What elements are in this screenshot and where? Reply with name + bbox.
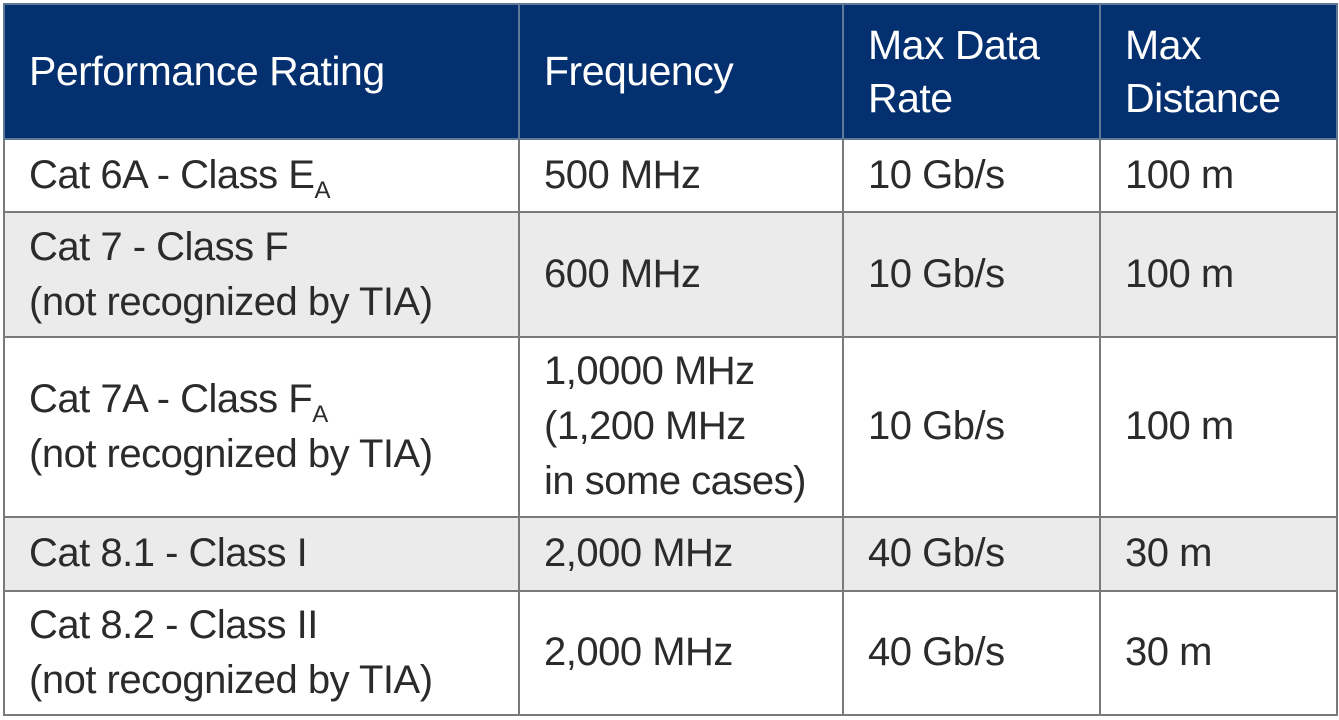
rating-text: Cat 7 - Class F [29, 224, 289, 269]
header-max-data-rate-line2: Rate [868, 74, 953, 121]
rate-text: 40 Gb/s [868, 531, 1005, 576]
cell-frequency: 2,000 MHz [518, 516, 844, 592]
frequency-text: 600 MHz [544, 252, 701, 297]
frequency-note-line1: (1,200 MHz [544, 404, 746, 449]
frequency-note-line2: in some cases) [544, 459, 806, 504]
rate-text: 10 Gb/s [868, 153, 1005, 198]
rating-text: Cat 8.2 - Class II [29, 602, 318, 647]
rating-note: (not recognized by TIA) [29, 431, 433, 476]
cell-max-distance: 30 m [1099, 516, 1338, 592]
cell-rating: Cat 6A - Class EA [3, 137, 520, 214]
header-row: Performance Rating Frequency Max Data Ra… [3, 3, 1338, 140]
cell-max-data-rate: 10 Gb/s [842, 335, 1101, 519]
table-body: Cat 6A - Class EA 500 MHz 10 Gb/s 100 m … [3, 137, 1338, 717]
distance-text: 30 m [1125, 630, 1212, 675]
header-max-distance-line2: Distance [1125, 74, 1281, 121]
cell-rating: Cat 8.1 - Class I [3, 516, 520, 592]
header-performance-rating: Performance Rating [3, 3, 520, 140]
cell-max-data-rate: 40 Gb/s [842, 589, 1101, 717]
header-performance-rating-label: Performance Rating [29, 48, 385, 94]
rate-text: 10 Gb/s [868, 404, 1005, 449]
rating-text: Cat 8.1 - Class I [29, 531, 308, 576]
rate-text: 10 Gb/s [868, 252, 1005, 297]
header-max-distance: Max Distance [1099, 3, 1338, 140]
rating-text: Cat 6A - Class E [29, 153, 315, 198]
table-row: Cat 8.2 - Class II (not recognized by TI… [3, 589, 1338, 717]
cell-rating: Cat 8.2 - Class II (not recognized by TI… [3, 589, 520, 717]
distance-text: 100 m [1125, 252, 1234, 297]
cable-category-table: Performance Rating Frequency Max Data Ra… [3, 3, 1338, 717]
table-row: Cat 6A - Class EA 500 MHz 10 Gb/s 100 m [3, 137, 1338, 214]
frequency-text: 2,000 MHz [544, 531, 733, 576]
frequency-text: 2,000 MHz [544, 630, 733, 675]
table-row: Cat 7 - Class F (not recognized by TIA) … [3, 211, 1338, 338]
cell-max-distance: 100 m [1099, 137, 1338, 214]
header-max-data-rate: Max Data Rate [842, 3, 1101, 140]
frequency-text: 1,0000 MHz [544, 349, 755, 394]
cell-max-data-rate: 40 Gb/s [842, 516, 1101, 592]
frequency-text: 500 MHz [544, 153, 701, 198]
distance-text: 100 m [1125, 404, 1234, 449]
rating-note: (not recognized by TIA) [29, 657, 433, 702]
cell-frequency: 600 MHz [518, 211, 844, 338]
table-row: Cat 8.1 - Class I 2,000 MHz 40 Gb/s 30 m [3, 516, 1338, 592]
header-max-distance-line1: Max [1125, 21, 1201, 68]
distance-text: 100 m [1125, 153, 1234, 198]
cell-rating: Cat 7A - Class FA (not recognized by TIA… [3, 335, 520, 519]
distance-text: 30 m [1125, 531, 1212, 576]
cell-max-distance: 30 m [1099, 589, 1338, 717]
rating-note: (not recognized by TIA) [29, 279, 433, 324]
rate-text: 40 Gb/s [868, 630, 1005, 675]
rating-subscript: A [312, 400, 328, 428]
header-frequency-label: Frequency [544, 48, 734, 94]
table-header: Performance Rating Frequency Max Data Ra… [3, 3, 1338, 140]
cell-max-data-rate: 10 Gb/s [842, 137, 1101, 214]
cell-frequency: 500 MHz [518, 137, 844, 214]
rating-text: Cat 7A - Class F [29, 376, 313, 421]
cell-frequency: 1,0000 MHz (1,200 MHz in some cases) [518, 335, 844, 519]
cell-max-data-rate: 10 Gb/s [842, 211, 1101, 338]
cell-rating: Cat 7 - Class F (not recognized by TIA) [3, 211, 520, 338]
header-frequency: Frequency [518, 3, 844, 140]
rating-subscript: A [314, 177, 330, 205]
cell-max-distance: 100 m [1099, 335, 1338, 519]
cell-max-distance: 100 m [1099, 211, 1338, 338]
header-max-data-rate-line1: Max Data [868, 21, 1040, 68]
cell-frequency: 2,000 MHz [518, 589, 844, 717]
table-row: Cat 7A - Class FA (not recognized by TIA… [3, 335, 1338, 519]
